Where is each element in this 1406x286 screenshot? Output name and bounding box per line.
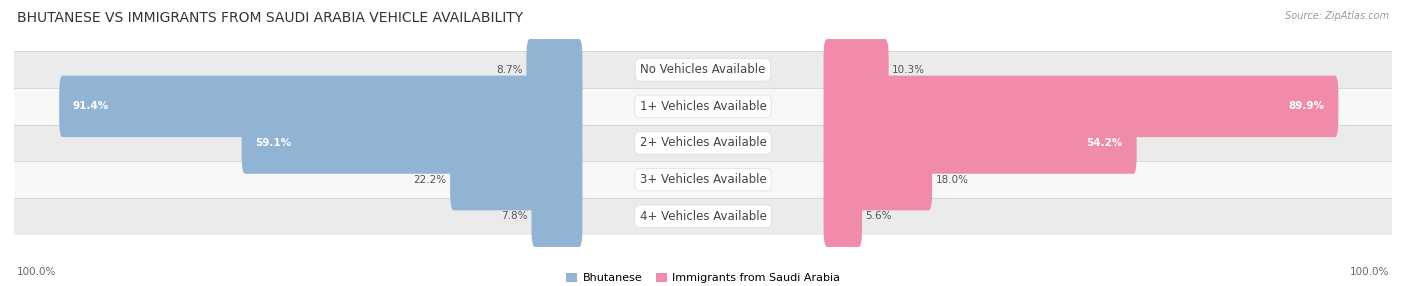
Text: 7.8%: 7.8%: [502, 211, 529, 221]
Text: 59.1%: 59.1%: [256, 138, 291, 148]
Text: 10.3%: 10.3%: [891, 65, 925, 75]
FancyBboxPatch shape: [824, 76, 1339, 137]
FancyBboxPatch shape: [824, 112, 1136, 174]
FancyBboxPatch shape: [14, 51, 1392, 88]
Text: No Vehicles Available: No Vehicles Available: [640, 63, 766, 76]
Text: 100.0%: 100.0%: [1350, 267, 1389, 277]
FancyBboxPatch shape: [14, 125, 1392, 161]
Text: 5.6%: 5.6%: [866, 211, 891, 221]
Text: 3+ Vehicles Available: 3+ Vehicles Available: [640, 173, 766, 186]
Text: 4+ Vehicles Available: 4+ Vehicles Available: [640, 210, 766, 223]
FancyBboxPatch shape: [14, 88, 1392, 125]
Text: 18.0%: 18.0%: [935, 175, 969, 184]
FancyBboxPatch shape: [242, 112, 582, 174]
Text: Source: ZipAtlas.com: Source: ZipAtlas.com: [1285, 11, 1389, 21]
FancyBboxPatch shape: [450, 149, 582, 210]
Text: BHUTANESE VS IMMIGRANTS FROM SAUDI ARABIA VEHICLE AVAILABILITY: BHUTANESE VS IMMIGRANTS FROM SAUDI ARABI…: [17, 11, 523, 25]
FancyBboxPatch shape: [824, 149, 932, 210]
FancyBboxPatch shape: [531, 185, 582, 247]
FancyBboxPatch shape: [526, 39, 582, 101]
FancyBboxPatch shape: [824, 39, 889, 101]
Text: 1+ Vehicles Available: 1+ Vehicles Available: [640, 100, 766, 113]
Legend: Bhutanese, Immigrants from Saudi Arabia: Bhutanese, Immigrants from Saudi Arabia: [561, 268, 845, 286]
Text: 22.2%: 22.2%: [413, 175, 447, 184]
Text: 54.2%: 54.2%: [1087, 138, 1123, 148]
Text: 100.0%: 100.0%: [17, 267, 56, 277]
FancyBboxPatch shape: [14, 161, 1392, 198]
Text: 8.7%: 8.7%: [496, 65, 523, 75]
FancyBboxPatch shape: [14, 198, 1392, 235]
FancyBboxPatch shape: [59, 76, 582, 137]
Text: 89.9%: 89.9%: [1288, 102, 1324, 111]
Text: 2+ Vehicles Available: 2+ Vehicles Available: [640, 136, 766, 150]
FancyBboxPatch shape: [824, 185, 862, 247]
Text: 91.4%: 91.4%: [73, 102, 110, 111]
